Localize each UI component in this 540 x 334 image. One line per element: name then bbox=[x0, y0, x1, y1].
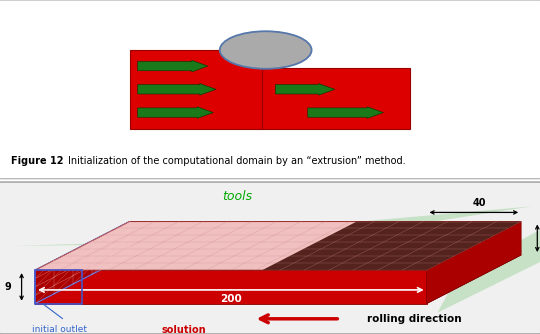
FancyBboxPatch shape bbox=[0, 182, 540, 334]
Ellipse shape bbox=[220, 31, 312, 69]
Text: 40: 40 bbox=[472, 198, 486, 208]
Text: 200: 200 bbox=[220, 295, 242, 305]
Text: tools: tools bbox=[222, 190, 253, 203]
Polygon shape bbox=[437, 214, 540, 313]
Bar bbox=[262, 68, 410, 129]
FancyArrow shape bbox=[138, 107, 213, 118]
FancyBboxPatch shape bbox=[0, 0, 540, 179]
Polygon shape bbox=[427, 221, 521, 304]
Bar bbox=[130, 50, 262, 129]
Text: Figure 12: Figure 12 bbox=[11, 156, 63, 166]
Text: initial outlet: initial outlet bbox=[32, 325, 87, 334]
FancyArrow shape bbox=[308, 107, 383, 118]
Text: 9: 9 bbox=[4, 282, 11, 292]
Text: Initialization of the computational domain by an “extrusion” method.: Initialization of the computational doma… bbox=[68, 156, 405, 166]
Polygon shape bbox=[35, 255, 521, 304]
FancyArrow shape bbox=[138, 84, 216, 95]
FancyArrow shape bbox=[138, 60, 208, 72]
Polygon shape bbox=[35, 221, 521, 270]
Polygon shape bbox=[35, 221, 130, 304]
Polygon shape bbox=[11, 206, 532, 246]
FancyArrow shape bbox=[275, 84, 335, 95]
Text: solution: solution bbox=[162, 325, 207, 334]
Polygon shape bbox=[35, 270, 427, 304]
Text: rolling direction: rolling direction bbox=[367, 314, 462, 324]
Polygon shape bbox=[262, 221, 521, 270]
